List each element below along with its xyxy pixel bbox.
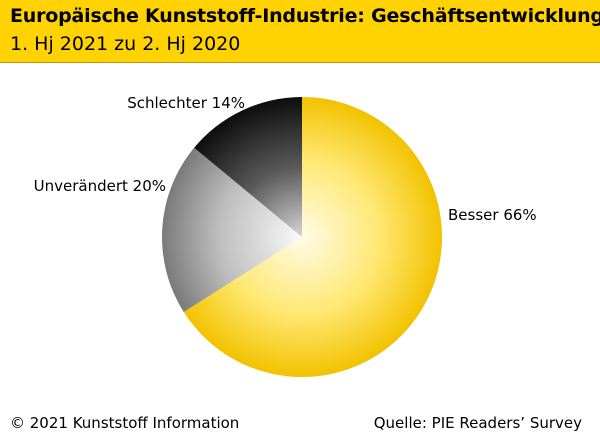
pie-chart-svg: Besser 66% Unverändert 20% Schlechter 14% — [34, 94, 537, 377]
chart-title: Europäische Kunststoff-Industrie: Geschä… — [10, 5, 600, 27]
pie-slice-schlechter — [194, 97, 302, 237]
pie-label-unver-ndert: Unverändert 20% — [34, 177, 166, 195]
source-note: Quelle: PIE Readers’ Survey — [373, 414, 582, 432]
pie-chart: Besser 66% Unverändert 20% Schlechter 14% — [0, 63, 600, 393]
pie-label-schlechter: Schlechter 14% — [127, 94, 245, 112]
pie-slice-unver-ndert — [161, 147, 302, 313]
copyright-note: © 2021 Kunststoff Information — [10, 414, 240, 432]
pie-labels: Besser 66% Unverändert 20% Schlechter 14% — [34, 94, 537, 224]
pie-slice-besser — [183, 97, 442, 377]
chart-subtitle: 1. Hj 2021 zu 2. Hj 2020 — [10, 33, 241, 55]
pie-slices — [161, 97, 442, 377]
header-band: Europäische Kunststoff-Industrie: Geschä… — [0, 0, 600, 63]
pie-label-besser: Besser 66% — [448, 206, 537, 224]
